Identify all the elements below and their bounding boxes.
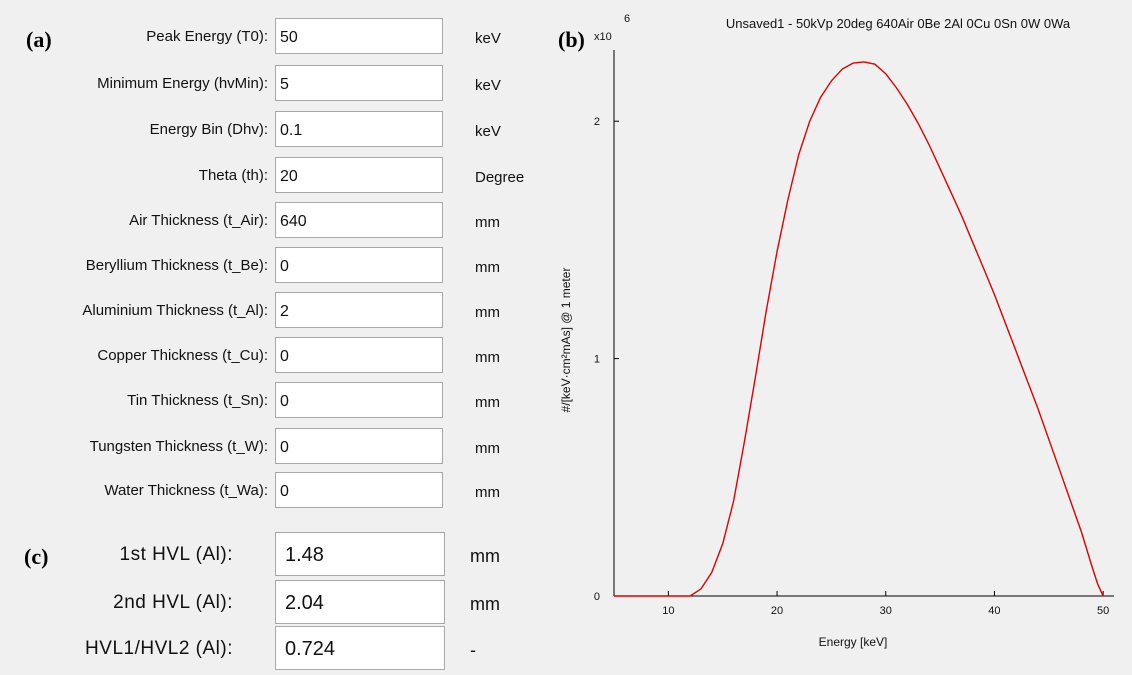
chart-series (614, 61, 1104, 597)
parameter-input[interactable] (275, 472, 443, 508)
parameter-unit: mm (475, 484, 500, 501)
parameter-input[interactable] (275, 337, 443, 373)
chart-title: Unsaved1 - 50kVp 20deg 640Air 0Be 2Al 0C… (726, 16, 1071, 31)
spectrum-chart: Unsaved1 - 50kVp 20deg 640Air 0Be 2Al 0C… (559, 13, 1114, 649)
parameter-input[interactable] (275, 292, 443, 328)
parameter-label: Tin Thickness (t_Sn): (127, 392, 268, 409)
parameter-unit: mm (475, 440, 500, 457)
parameter-row: Water Thickness (t_Wa): mm (0, 472, 548, 510)
x-tick-label: 50 (1097, 605, 1109, 617)
parameter-label: Copper Thickness (t_Cu): (97, 347, 268, 364)
parameter-input[interactable] (275, 428, 443, 464)
parameter-row: Minimum Energy (hvMin): keV (0, 65, 548, 103)
parameter-unit: mm (475, 214, 500, 231)
parameter-label: Tungsten Thickness (t_W): (89, 438, 268, 455)
panel-label-a: (a) (26, 27, 52, 52)
hvl-unit: mm (470, 546, 500, 566)
x-tick-label: 10 (662, 605, 674, 617)
parameter-row: Energy Bin (Dhv): keV (0, 111, 548, 149)
parameter-row: Theta (th): Degree (0, 157, 548, 195)
parameter-unit: keV (475, 30, 501, 47)
parameter-unit: mm (475, 349, 500, 366)
parameter-row: Tungsten Thickness (t_W): mm (0, 428, 548, 466)
parameter-unit: Degree (475, 169, 525, 186)
spectrum-line (614, 61, 1104, 597)
parameter-unit: mm (475, 304, 500, 321)
parameter-label: Aluminium Thickness (t_Al): (82, 302, 268, 319)
parameter-label: Beryllium Thickness (t_Be): (85, 257, 268, 274)
parameter-row: Air Thickness (t_Air): mm (0, 202, 548, 240)
hvl-label: HVL1/HVL2 (Al): (85, 638, 233, 659)
parameter-row: Tin Thickness (t_Sn): mm (0, 382, 548, 420)
parameter-input[interactable] (275, 157, 443, 193)
parameter-row: Beryllium Thickness (t_Be): mm (0, 247, 548, 285)
parameter-row: Aluminium Thickness (t_Al): mm (0, 292, 548, 330)
hvl-unit: mm (470, 594, 500, 614)
hvl-row: 2nd HVL (Al): mm (0, 580, 548, 626)
parameter-input[interactable] (275, 111, 443, 147)
x-tick-label: 30 (880, 605, 892, 617)
parameter-input[interactable] (275, 202, 443, 238)
x-tick-label: 20 (771, 605, 783, 617)
parameter-input[interactable] (275, 247, 443, 283)
y-tick-label: 2 (594, 116, 600, 128)
parameter-unit: mm (475, 259, 500, 276)
parameter-label: Peak Energy (T0): (146, 28, 268, 45)
parameter-unit: keV (475, 77, 501, 94)
parameter-row: Peak Energy (T0): keV (0, 18, 548, 56)
hvl-row: HVL1/HVL2 (Al): - (0, 626, 548, 672)
y-tick-label: 0 (594, 591, 600, 603)
parameter-unit: mm (475, 394, 500, 411)
x-axis-label: Energy [keV] (819, 635, 888, 649)
parameter-input[interactable] (275, 65, 443, 101)
parameter-label: Minimum Energy (hvMin): (97, 75, 268, 92)
chart-axes (613, 50, 1114, 597)
x-tick-label: 40 (988, 605, 1000, 617)
hvl-row: 1st HVL (Al): mm (0, 532, 548, 578)
hvl-value-field[interactable] (275, 626, 445, 670)
parameter-unit: keV (475, 123, 501, 140)
parameter-input[interactable] (275, 18, 443, 54)
y-multiplier-exponent: 6 (624, 13, 630, 25)
hvl-label: 1st HVL (Al): (119, 544, 233, 565)
y-tick-label: 1 (594, 354, 600, 366)
parameter-label: Air Thickness (t_Air): (129, 212, 268, 229)
chart-ticks: 10 20 30 40 50 0 1 2 (594, 116, 1109, 617)
y-multiplier-label: x10 (594, 31, 612, 43)
parameter-label: Water Thickness (t_Wa): (104, 482, 268, 499)
spectrum-plot-panel: (b) Unsaved1 - 50kVp 20deg 640Air 0Be 2A… (548, 0, 1132, 675)
hvl-label: 2nd HVL (Al): (113, 592, 233, 613)
y-axis-label: #/[keV·cm²mAs] @ 1 meter (559, 268, 573, 413)
parameter-input[interactable] (275, 382, 443, 418)
hvl-unit: - (470, 640, 476, 660)
parameter-row: Copper Thickness (t_Cu): mm (0, 337, 548, 375)
hvl-value-field[interactable] (275, 532, 445, 576)
hvl-value-field[interactable] (275, 580, 445, 624)
panel-label-b: (b) (558, 27, 585, 52)
panel-label-c: (c) (24, 544, 49, 569)
parameter-label: Theta (th): (198, 167, 268, 184)
parameter-label: Energy Bin (Dhv): (149, 121, 268, 138)
